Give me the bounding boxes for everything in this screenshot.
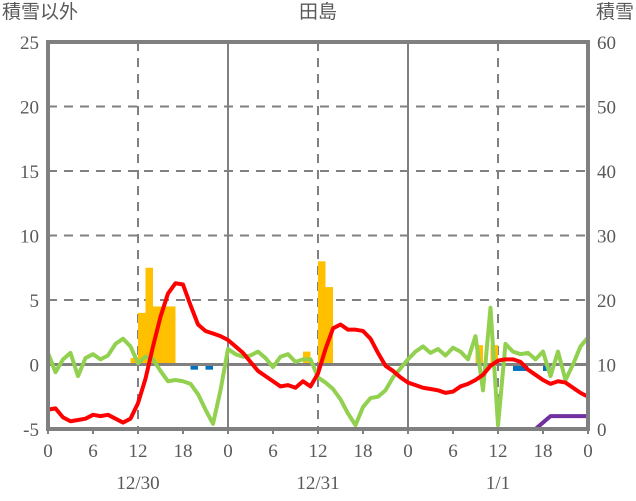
y-tick-label: -5: [23, 420, 39, 441]
x-tick-label: 0: [583, 441, 593, 462]
day-label: 12/31: [296, 473, 339, 494]
y2-tick-label: 0: [597, 420, 607, 441]
x-tick-label: 18: [174, 441, 193, 462]
y2-tick-label: 50: [597, 98, 616, 119]
x-tick-label: 6: [448, 441, 458, 462]
x-tick-label: 12: [309, 441, 328, 462]
x-tick-label: 0: [223, 441, 233, 462]
y-tick-label: 0: [30, 356, 40, 377]
y2-tick-label: 10: [597, 356, 616, 377]
day-label: 12/30: [116, 473, 159, 494]
x-tick-label: 6: [88, 441, 98, 462]
y2-tick-label: 30: [597, 227, 616, 248]
x-tick-label: 18: [534, 441, 553, 462]
x-tick-label: 0: [43, 441, 53, 462]
x-tick-label: 12: [489, 441, 508, 462]
y2-tick-label: 60: [597, 33, 616, 54]
x-tick-label: 0: [403, 441, 413, 462]
y-tick-label: 5: [30, 291, 40, 312]
day-label: 1/1: [486, 473, 510, 494]
y-tick-label: 15: [20, 162, 39, 183]
x-tick-label: 18: [354, 441, 373, 462]
chart-title: 田島: [298, 2, 337, 23]
y-tick-label: 10: [20, 227, 39, 248]
y2-tick-label: 40: [597, 162, 616, 183]
left-axis-title: 積雪以外: [2, 2, 79, 23]
y-tick-label: 25: [20, 33, 39, 54]
y2-tick-label: 20: [597, 291, 616, 312]
x-tick-label: 6: [268, 441, 278, 462]
y-tick-label: 20: [20, 98, 39, 119]
x-tick-label: 12: [129, 441, 148, 462]
right-axis-title: 積雪: [595, 2, 634, 23]
